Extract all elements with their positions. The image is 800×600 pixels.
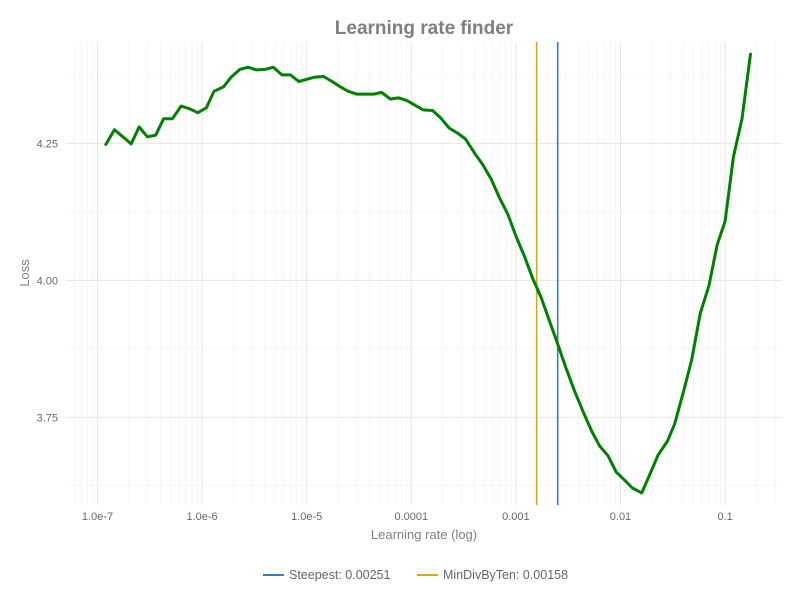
x-tick-label: 1.0e-6 xyxy=(186,511,217,523)
y-axis-label: Loss xyxy=(17,259,32,287)
x-tick-label: 1.0e-5 xyxy=(291,511,322,523)
x-tick-label: 0.001 xyxy=(502,511,530,523)
x-tick-label: 0.01 xyxy=(610,511,631,523)
legend-steepest-label: Steepest: 0.00251 xyxy=(289,568,391,582)
loss-line xyxy=(104,52,752,495)
y-tick-label: 3.75 xyxy=(37,412,58,424)
grid-lines xyxy=(66,42,782,505)
x-tick-label: 0.1 xyxy=(717,511,732,523)
x-tick-label: 1.0e-7 xyxy=(82,511,113,523)
chart-title: Learning rate finder xyxy=(335,18,514,39)
legend: Steepest: 0.00251 MinDivByTen: 0.00158 xyxy=(263,568,568,582)
tick-labels: 1.0e-7 1.0e-6 1.0e-5 0.0001 0.001 0.01 0.1 3.75… xyxy=(37,138,733,523)
x-axis-label: Learning rate (log) xyxy=(371,527,477,542)
legend-mindivbyten-label: MinDivByTen: 0.00158 xyxy=(443,568,568,582)
y-tick-label: 4.00 xyxy=(37,275,58,287)
loss-series xyxy=(104,52,752,495)
y-tick-label: 4.25 xyxy=(37,138,58,150)
x-tick-label: 0.0001 xyxy=(394,511,428,523)
marker-lines xyxy=(535,42,559,505)
